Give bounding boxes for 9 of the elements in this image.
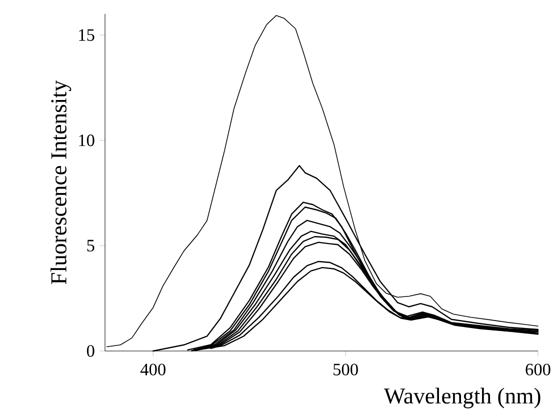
x-tick-label: 400 bbox=[140, 364, 166, 376]
x-tick-label: 500 bbox=[334, 364, 358, 376]
y-tick-label: 0 bbox=[86, 345, 94, 357]
y-tick-label: 5 bbox=[87, 240, 94, 252]
y-tick-label: 10 bbox=[79, 134, 94, 146]
y-axis-title: Fluorescence Intensity bbox=[50, 80, 72, 284]
x-tick-label: 600 bbox=[526, 364, 550, 376]
y-tick-label: 15 bbox=[79, 29, 94, 41]
x-axis-title: Wavelength (nm) bbox=[384, 388, 540, 408]
